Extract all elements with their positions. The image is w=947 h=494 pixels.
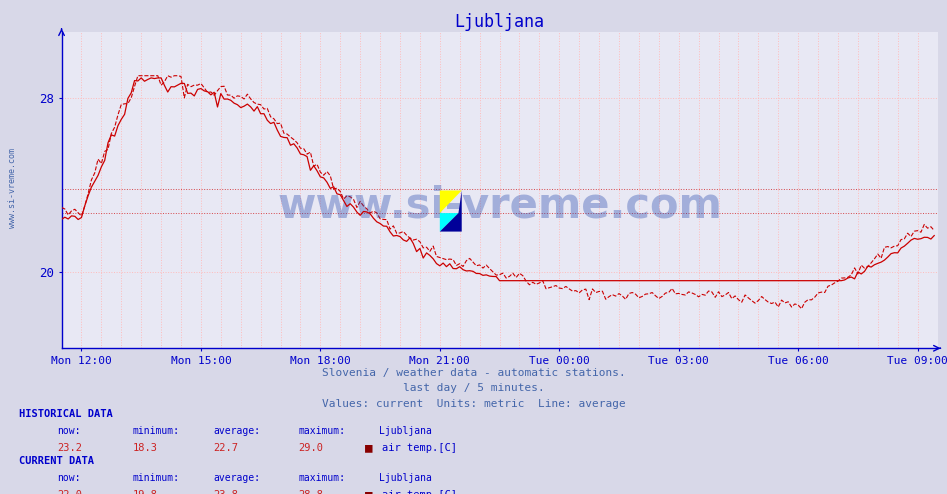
Text: ■: ■ [365,441,372,454]
Text: Values: current  Units: metric  Line: average: Values: current Units: metric Line: aver… [322,399,625,409]
Polygon shape [439,191,462,232]
Text: average:: average: [213,426,260,436]
Text: average:: average: [213,473,260,483]
Text: last day / 5 minutes.: last day / 5 minutes. [402,383,545,393]
Text: minimum:: minimum: [133,473,180,483]
Text: 23.8: 23.8 [213,490,238,494]
Text: 29.0: 29.0 [298,443,323,453]
Polygon shape [439,213,458,232]
Text: ■: ■ [365,488,372,494]
Polygon shape [439,191,462,213]
Text: maximum:: maximum: [298,426,346,436]
Text: Ljubljana: Ljubljana [379,473,432,483]
Text: HISTORICAL DATA: HISTORICAL DATA [19,410,113,419]
Text: 23.2: 23.2 [57,443,81,453]
Text: www.si-vreme.com: www.si-vreme.com [277,185,722,227]
Text: minimum:: minimum: [133,426,180,436]
Text: Slovenia / weather data - automatic stations.: Slovenia / weather data - automatic stat… [322,368,625,378]
Text: 28.8: 28.8 [298,490,323,494]
Text: www.si-vreme.com: www.si-vreme.com [8,148,17,228]
Title: Ljubljana: Ljubljana [455,12,545,31]
Text: now:: now: [57,426,80,436]
Text: air temp.[C]: air temp.[C] [382,490,456,494]
Text: CURRENT DATA: CURRENT DATA [19,456,94,466]
Text: maximum:: maximum: [298,473,346,483]
Text: 22.0: 22.0 [57,490,81,494]
Text: 18.3: 18.3 [133,443,157,453]
Text: Ljubljana: Ljubljana [379,426,432,436]
Text: 19.8: 19.8 [133,490,157,494]
Text: now:: now: [57,473,80,483]
Text: 22.7: 22.7 [213,443,238,453]
Text: air temp.[C]: air temp.[C] [382,443,456,453]
